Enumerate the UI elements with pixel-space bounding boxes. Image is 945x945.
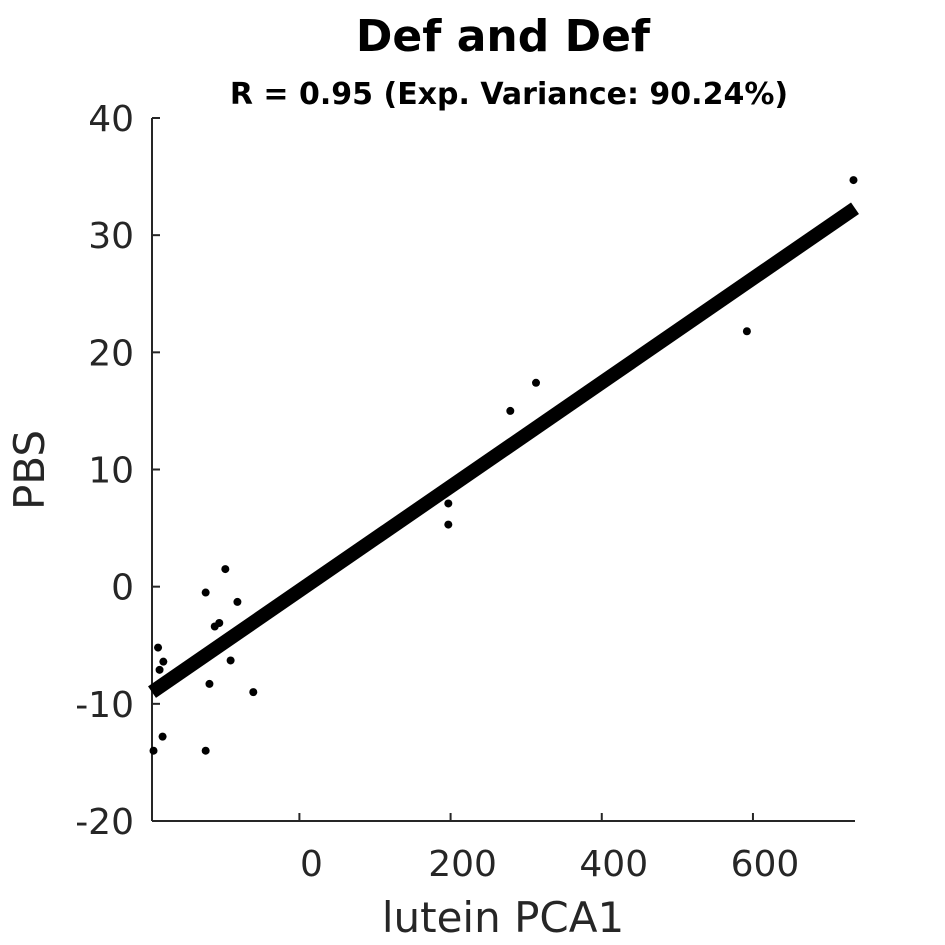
data-point [159, 657, 168, 666]
data-point [506, 406, 515, 415]
data-point [221, 565, 230, 574]
data-point [155, 665, 164, 674]
data-point [149, 746, 158, 755]
data-point [226, 656, 235, 665]
data-point [158, 732, 167, 741]
y-tick-label: 30 [88, 216, 134, 257]
y-tick-label: 40 [88, 99, 134, 140]
y-tick-label: -20 [75, 802, 134, 843]
x-tick-label: 0 [300, 844, 323, 885]
x-tick-label: 400 [579, 844, 648, 885]
x-axis-label: lutein PCA1 [382, 893, 624, 942]
y-tick-label: 20 [88, 333, 134, 374]
y-tick-label: 10 [88, 451, 134, 492]
data-point [201, 588, 210, 597]
data-point [742, 327, 751, 336]
data-point [849, 176, 858, 185]
data-point [215, 618, 224, 627]
data-point [201, 746, 210, 755]
x-tick-label: 600 [731, 844, 800, 885]
y-tick-label: -10 [75, 685, 134, 726]
axes [151, 118, 855, 822]
data-point [444, 520, 453, 529]
chart-title: Def and Def [356, 11, 651, 62]
data-point [205, 679, 214, 688]
regression-line [148, 202, 859, 698]
x-ticks: 0 200 400 600 [298, 813, 800, 885]
fit-line [148, 202, 859, 698]
data-point [444, 499, 453, 508]
y-axis-label: PBS [5, 430, 54, 510]
y-tick-label: 0 [111, 568, 134, 609]
chart-subtitle: R = 0.95 (Exp. Variance: 90.24%) [230, 77, 788, 112]
data-point [249, 688, 258, 697]
data-points [149, 176, 858, 755]
x-tick-label: 200 [428, 844, 497, 885]
data-point [154, 643, 163, 652]
data-point [233, 597, 242, 606]
data-point [532, 378, 541, 387]
y-ticks: -20 -10 0 10 20 30 40 [75, 99, 160, 843]
